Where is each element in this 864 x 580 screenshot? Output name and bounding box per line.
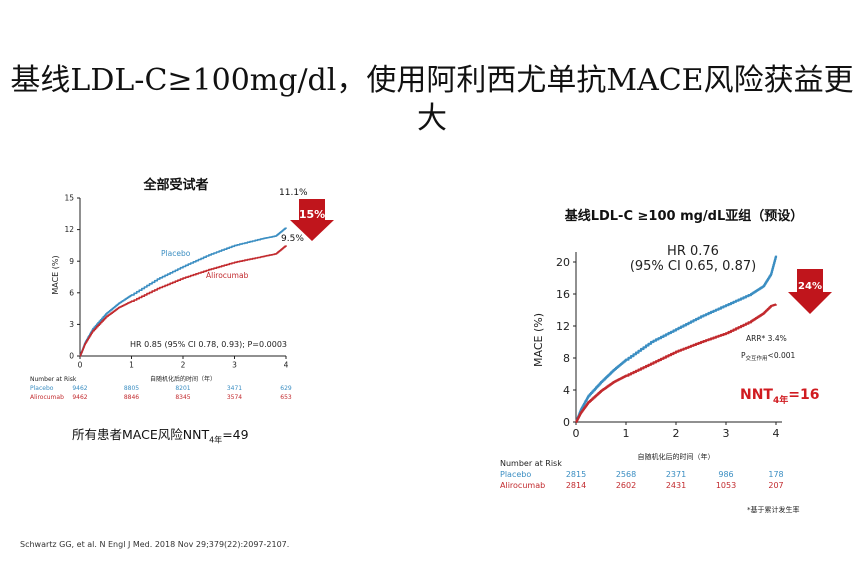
left-reduction-arrow: 15% [290,199,334,241]
right-y-tick-label: 12 [556,320,570,333]
left-risk-value: 3471 [227,385,242,392]
left-risk-value: 9462 [72,385,87,392]
right-y-tick-label: 0 [563,416,570,429]
right-p-prefix: P [741,351,746,360]
right-y-axis-label: MACE (%) [532,313,545,367]
right-series-line-placebo [575,255,778,424]
right-risk-value: 986 [718,470,733,479]
right-risk-row-alirocumab: Alirocumab [500,481,545,490]
right-hr-line1: HR 0.76 [667,244,719,259]
left-nnt-prefix: 所有患者MACE风险NNT [72,427,210,442]
left-risk-value: 8805 [124,385,139,392]
left-y-tick-label: 9 [69,257,74,266]
left-y-tick-label: 6 [69,288,74,297]
left-x-axis-label: 自随机化后的时间（年） [150,375,216,383]
slide-title: 基线LDL-C≥100mg/dl，使用阿利西尤单抗MACE风险获益更 大 [0,62,864,138]
left-alirocumab-label: Alirocumab [206,271,249,280]
right-x-tick-label: 4 [773,427,780,440]
right-y-tick-label: 4 [563,384,570,397]
right-x-tick-label: 2 [673,427,680,440]
right-x-tick-label: 3 [723,427,730,440]
right-x-axis-label: 自随机化后的时间（年） [638,452,715,461]
right-x-tick-label: 1 [623,427,630,440]
right-series-line-alirocumab [575,303,778,424]
right-p-value: <0.001 [768,351,796,360]
right-y-tick-label: 16 [556,288,570,301]
left-x-tick-label: 1 [129,361,134,370]
right-x-tick-label: 0 [573,427,580,440]
left-y-tick-label: 15 [64,194,74,203]
right-risk-value: 2568 [616,470,636,479]
left-nnt-sub: 4年 [209,435,223,445]
right-risk-value: 2602 [616,481,636,490]
right-nnt-value: =16 [788,387,819,403]
right-risk-value: 1053 [716,481,736,490]
left-placebo-label: Placebo [161,249,191,258]
left-risk-value: 3574 [227,394,242,401]
left-risk-value: 653 [280,394,292,401]
left-series-lines [79,227,287,357]
left-risk-value: 8201 [175,385,190,392]
right-risk-row-placebo: Placebo [500,470,531,479]
left-y-tick-label: 3 [69,320,74,329]
left-risk-row-alirocumab: Alirocumab [30,394,64,401]
right-reduction-label: 24% [798,281,822,292]
right-risk-values: 2815 2568 2371 986 178 2814 2602 2431 1053 207 [566,470,784,490]
left-y-axis-label: MACE (%) [51,255,60,294]
right-risk-value: 2815 [566,470,586,479]
right-y-tick-label: 20 [556,256,570,269]
left-x-tick-label: 2 [181,361,186,370]
right-p-sub: 交互作用 [746,354,768,362]
right-risk-value: 2814 [566,481,586,490]
right-p-interaction: P交互作用<0.001 [741,351,796,362]
right-chart: 基线LDL-C ≥100 mg/dL亚组（预设） MACE (%) 自随机化后的… [500,208,832,514]
left-chart-axes [79,198,286,357]
left-risk-values: 9462 8805 8201 3471 629 9462 8846 8345 3574 653 [72,385,292,401]
slide-title-line2: 大 [417,101,447,136]
right-risk-value: 207 [768,481,783,490]
left-nnt-note: 所有患者MACE风险NNT4年=49 [72,424,249,446]
left-risk-value: 8846 [124,394,139,401]
left-hr-text: HR 0.85 (95% CI 0.78, 0.93); P=0.0003 [130,340,287,349]
left-series-line-placebo [79,227,287,357]
left-nnt-value: =49 [222,427,249,442]
left-arrow-shape [290,199,334,241]
right-risk-value: 2431 [666,481,686,490]
right-risk-header: Number at Risk [500,459,562,468]
left-risk-header: Number at Risk [30,376,77,383]
left-x-tick-label: 4 [284,361,289,370]
right-y-tick-label: 8 [563,352,570,365]
right-arr-label: ARR* 3.4% [746,334,787,343]
right-nnt-sub: 4年 [773,394,788,406]
right-reduction-arrow: 24% [788,269,832,314]
left-chart-title: 全部受试者 [142,177,208,193]
reference-citation: Schwartz GG, et al. N Engl J Med. 2018 N… [20,540,290,549]
slide-title-line1: 基线LDL-C≥100mg/dl，使用阿利西尤单抗MACE风险获益更 [10,63,854,98]
right-nnt-prefix: NNT [740,387,773,403]
left-x-tick-label: 0 [78,361,83,370]
right-chart-title: 基线LDL-C ≥100 mg/dL亚组（预设） [564,208,804,224]
left-risk-value: 8345 [175,394,190,401]
right-risk-value: 2371 [666,470,686,479]
right-arrow-shape [788,269,832,314]
right-nnt: NNT4年=16 [740,387,819,406]
left-end-label-placebo: 11.1% [279,188,308,198]
left-y-tick-label: 12 [64,225,74,234]
right-hr-line2: (95% CI 0.65, 0.87) [630,259,756,274]
right-risk-value: 178 [768,470,783,479]
left-end-label-alirocumab: 9.5% [281,234,304,244]
left-risk-row-placebo: Placebo [30,385,54,392]
left-risk-value: 629 [280,385,292,392]
right-footnote: *基于累计发生率 [747,505,800,514]
left-y-tick-label: 0 [69,352,74,361]
right-series-lines [575,255,778,424]
left-x-tick-label: 3 [232,361,237,370]
left-series-line-alirocumab [79,245,287,357]
left-reduction-label: 15% [299,208,325,221]
left-risk-value: 9462 [72,394,87,401]
